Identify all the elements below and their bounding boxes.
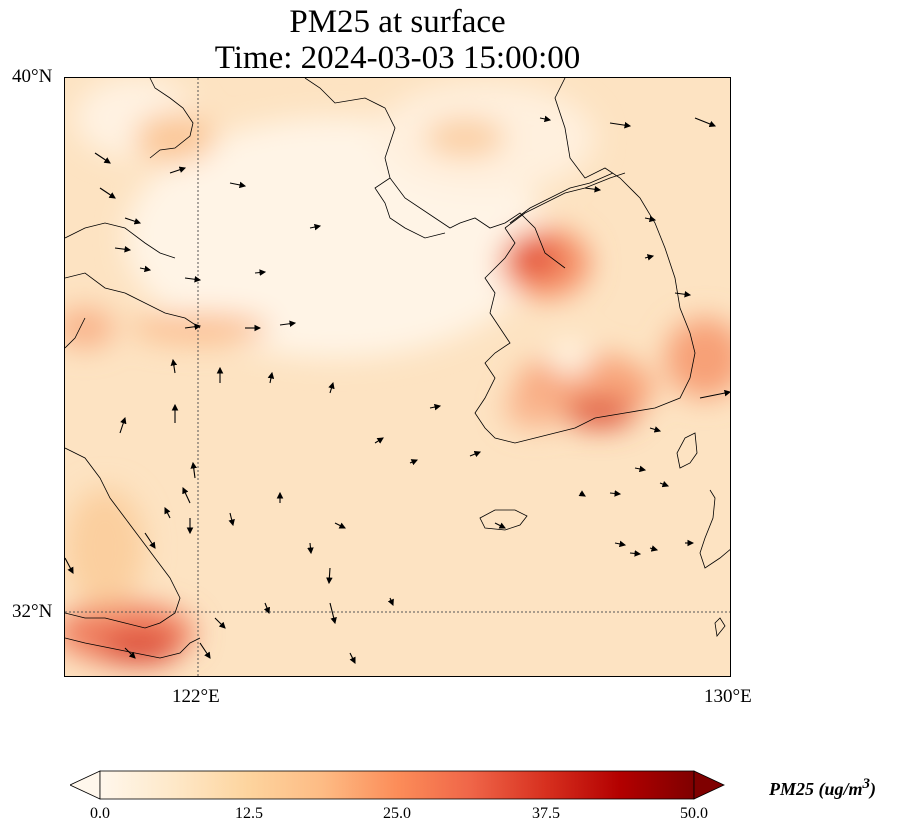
colorbar-tick: 25.0	[383, 805, 411, 822]
wind-arrow	[99, 187, 116, 199]
lon-label-130e: 130°E	[704, 686, 752, 707]
wind-arrow	[694, 117, 717, 128]
wind-arrow	[469, 450, 482, 458]
wind-arrow	[184, 276, 202, 283]
wind-arrow	[182, 487, 191, 504]
wind-arrow	[334, 522, 346, 529]
lat-label-32n: 32°N	[12, 601, 53, 622]
wind-arrow	[649, 426, 662, 433]
wind-arrow	[119, 416, 127, 434]
lat-label-40n: 40°N	[12, 66, 53, 87]
map-title: PM25 at surface	[289, 4, 506, 40]
wind-arrow	[169, 166, 187, 174]
wind-arrow	[584, 186, 602, 193]
colorbar-tick: 12.5	[235, 805, 263, 822]
lon-label-122e: 122°E	[172, 686, 220, 707]
wind-arrow	[199, 642, 211, 659]
colorbar-tick: 50.0	[680, 805, 708, 822]
wind-arrow	[539, 115, 552, 123]
wind-arrow	[578, 490, 586, 497]
wind-arrow	[429, 403, 442, 411]
map-time: Time: 2024-03-03 15:00:00	[214, 40, 581, 76]
wind-arrow	[124, 217, 142, 225]
colorbar-tick: 37.5	[532, 805, 560, 822]
wind-arrow	[494, 522, 506, 529]
wind-arrow	[374, 437, 384, 444]
map-panel	[64, 77, 731, 677]
wind-arrow	[644, 215, 657, 223]
wind-arrow	[634, 465, 647, 473]
colorbar-title: PM25 (ug/m3)	[769, 776, 877, 799]
wind-arrow	[229, 181, 247, 189]
wind-arrow	[65, 557, 74, 574]
wind-arrow	[644, 254, 655, 261]
wind-arrow	[326, 567, 333, 585]
gridlines	[65, 78, 730, 676]
wind-arrow	[328, 381, 335, 394]
wind-arrow	[279, 320, 297, 327]
wind-arrow	[649, 545, 659, 552]
wind-arrow	[214, 617, 226, 629]
wind-arrow	[699, 389, 730, 399]
wind-arrow	[254, 269, 267, 276]
wind-arrow	[409, 459, 419, 466]
wind-arrow	[139, 265, 152, 273]
wind-arrow	[164, 507, 171, 519]
wind-arrow	[144, 532, 156, 549]
coastlines	[65, 78, 730, 659]
wind-vectors	[65, 115, 730, 664]
wind-arrow	[609, 121, 632, 129]
wind-arrow	[309, 223, 322, 231]
wind-arrow	[349, 652, 356, 664]
wind-arrow	[184, 323, 202, 330]
wind-arrow	[659, 480, 670, 488]
wind-arrow	[629, 550, 642, 557]
wind-arrow	[307, 542, 314, 555]
wind-arrow	[228, 512, 235, 527]
wind-arrow	[124, 647, 136, 659]
wind-arrow	[114, 246, 132, 253]
colorbar	[69, 770, 725, 805]
wind-arrow	[267, 371, 275, 384]
wind-arrow	[190, 461, 197, 479]
wind-arrow	[609, 490, 622, 497]
wind-arrow	[170, 358, 178, 374]
wind-arrow	[329, 602, 337, 625]
wind-arrow	[263, 602, 271, 615]
wind-arrow	[387, 597, 394, 607]
wind-arrow	[674, 291, 692, 298]
wind-arrow	[614, 540, 627, 548]
wind-arrow	[94, 152, 111, 164]
colorbar-tick: 0.0	[90, 805, 110, 822]
